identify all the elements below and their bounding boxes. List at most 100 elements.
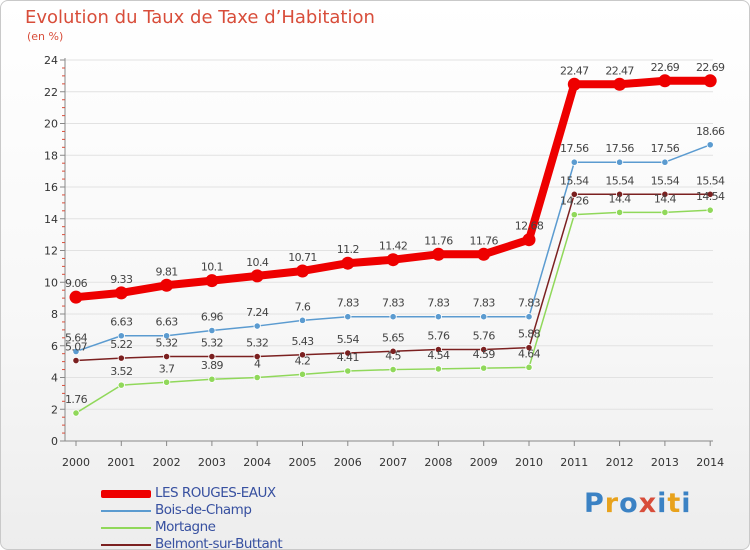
data-label: 4.64 xyxy=(518,347,541,360)
data-label: 22.69 xyxy=(651,61,680,74)
data-point xyxy=(253,352,261,361)
data-point xyxy=(253,373,261,382)
data-point xyxy=(250,269,264,283)
data-label: 5.65 xyxy=(382,331,405,344)
data-point xyxy=(163,378,171,386)
legend-swatch xyxy=(101,510,151,512)
x-tick-label: 2006 xyxy=(334,456,362,469)
logo-letter: x xyxy=(638,488,658,519)
data-point xyxy=(661,158,669,166)
data-label: 11.76 xyxy=(469,234,498,247)
data-label: 7.83 xyxy=(518,297,541,310)
data-point xyxy=(160,278,174,292)
y-tick-label: 8 xyxy=(51,308,58,321)
data-point xyxy=(69,290,83,304)
data-point xyxy=(570,158,578,166)
x-tick-label: 2012 xyxy=(606,456,634,469)
data-label: 4.54 xyxy=(427,349,450,362)
data-point xyxy=(570,190,578,198)
data-point xyxy=(480,313,488,321)
legend-swatch xyxy=(101,490,151,498)
chart-subtitle: (en %) xyxy=(27,30,64,43)
y-tick-label: 0 xyxy=(51,435,58,448)
logo-letter: P xyxy=(584,488,605,519)
x-tick-label: 2004 xyxy=(243,456,271,469)
data-label: 22.47 xyxy=(605,64,634,77)
data-label: 7.83 xyxy=(337,297,360,310)
data-label: 4 xyxy=(254,358,261,371)
data-point xyxy=(706,206,714,214)
x-tick-label: 2003 xyxy=(198,456,226,469)
data-label: 5.54 xyxy=(337,333,360,346)
logo-letter: t xyxy=(667,488,682,519)
data-label: 14.54 xyxy=(696,190,725,203)
data-label: 3.52 xyxy=(110,365,132,378)
data-label: 14.4 xyxy=(654,192,677,205)
data-label: 9.33 xyxy=(110,273,133,286)
data-label: 10.4 xyxy=(246,256,269,269)
data-label: 11.2 xyxy=(337,243,359,256)
data-point xyxy=(296,264,309,278)
data-point xyxy=(114,286,128,300)
data-point xyxy=(567,77,581,91)
y-tick-label: 14 xyxy=(44,213,58,226)
data-point xyxy=(703,74,717,88)
data-point xyxy=(570,211,578,219)
x-tick-label: 2001 xyxy=(107,456,135,469)
data-label: 4.5 xyxy=(385,350,401,363)
data-point xyxy=(525,344,533,352)
data-label: 17.56 xyxy=(560,142,589,155)
y-tick-label: 22 xyxy=(44,86,58,99)
data-label: 15.54 xyxy=(605,174,634,187)
data-point xyxy=(72,347,80,356)
x-tick-label: 2009 xyxy=(470,456,498,469)
data-label: 5.32 xyxy=(201,337,223,350)
data-point xyxy=(389,347,397,355)
data-label: 17.56 xyxy=(605,142,634,155)
data-label: 14.4 xyxy=(609,192,632,205)
data-label: 5.32 xyxy=(156,337,178,350)
y-tick-label: 12 xyxy=(44,245,58,258)
data-point xyxy=(480,345,488,354)
data-label: 5.32 xyxy=(246,337,268,350)
data-label: 15.54 xyxy=(560,174,589,187)
data-point xyxy=(208,352,216,361)
data-point xyxy=(163,332,171,340)
data-label: 11.76 xyxy=(424,234,453,247)
data-label: 5.64 xyxy=(65,331,88,344)
y-tick-label: 24 xyxy=(44,54,58,67)
x-tick-label: 2000 xyxy=(62,456,90,469)
data-label: 22.69 xyxy=(696,61,725,74)
data-point xyxy=(434,365,442,373)
data-label: 11.42 xyxy=(379,240,408,253)
data-label: 7.83 xyxy=(382,297,405,310)
legend-swatch xyxy=(101,544,151,546)
data-label: 4.41 xyxy=(337,351,359,364)
x-tick-label: 2005 xyxy=(289,456,317,469)
data-point xyxy=(613,77,627,91)
data-point xyxy=(706,190,714,198)
data-point xyxy=(431,247,445,261)
data-label: 5.76 xyxy=(473,330,496,343)
data-point xyxy=(525,313,533,321)
data-label: 5.76 xyxy=(427,330,450,343)
x-tick-label: 2013 xyxy=(651,456,679,469)
chart-title: Evolution du Taux de Taxe d’Habitation xyxy=(25,7,375,28)
legend-swatch xyxy=(101,527,151,529)
data-point xyxy=(434,313,442,321)
x-tick-label: 2011 xyxy=(560,456,588,469)
data-label: 15.54 xyxy=(651,174,680,187)
y-tick-label: 10 xyxy=(44,276,58,289)
data-point xyxy=(434,345,442,354)
proxiti-logo: Proxiti xyxy=(584,488,692,519)
y-tick-label: 18 xyxy=(44,149,58,162)
data-point xyxy=(344,349,352,357)
data-point xyxy=(386,253,400,267)
data-point xyxy=(341,256,355,270)
data-label: 6.96 xyxy=(201,311,224,324)
data-point xyxy=(72,409,80,417)
data-label: 5.43 xyxy=(291,335,314,348)
data-label: 10.71 xyxy=(288,251,317,264)
data-point xyxy=(706,141,714,149)
